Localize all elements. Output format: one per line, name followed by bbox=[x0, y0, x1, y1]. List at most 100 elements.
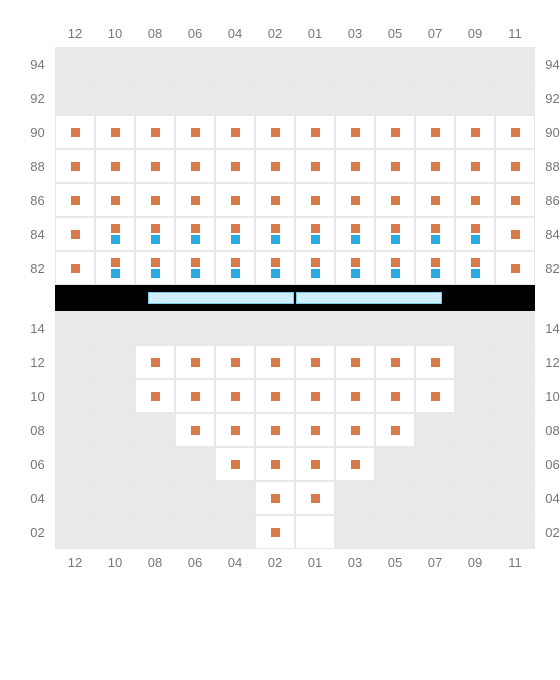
orange-marker bbox=[271, 258, 280, 267]
seat[interactable] bbox=[415, 115, 455, 149]
seat[interactable] bbox=[175, 413, 215, 447]
seat[interactable] bbox=[335, 183, 375, 217]
seat[interactable] bbox=[335, 345, 375, 379]
seat[interactable] bbox=[455, 183, 495, 217]
seat[interactable] bbox=[455, 115, 495, 149]
seat[interactable] bbox=[295, 217, 335, 251]
seat bbox=[415, 47, 455, 81]
seat[interactable] bbox=[455, 251, 495, 285]
orange-marker bbox=[431, 258, 440, 267]
seat[interactable] bbox=[135, 183, 175, 217]
seat[interactable] bbox=[295, 379, 335, 413]
seat[interactable] bbox=[215, 447, 255, 481]
seat bbox=[135, 413, 175, 447]
seat[interactable] bbox=[95, 115, 135, 149]
seat[interactable] bbox=[495, 183, 535, 217]
seat[interactable] bbox=[295, 447, 335, 481]
seat[interactable] bbox=[255, 413, 295, 447]
seat[interactable] bbox=[375, 217, 415, 251]
seat[interactable] bbox=[55, 149, 95, 183]
seat[interactable] bbox=[135, 379, 175, 413]
seat[interactable] bbox=[335, 447, 375, 481]
seat[interactable] bbox=[135, 115, 175, 149]
seat[interactable] bbox=[295, 183, 335, 217]
seat[interactable] bbox=[295, 515, 335, 549]
seat[interactable] bbox=[455, 217, 495, 251]
seat[interactable] bbox=[495, 115, 535, 149]
seat[interactable] bbox=[215, 251, 255, 285]
seat[interactable] bbox=[455, 149, 495, 183]
seat[interactable] bbox=[255, 515, 295, 549]
seat[interactable] bbox=[175, 345, 215, 379]
seat[interactable] bbox=[215, 149, 255, 183]
seat[interactable] bbox=[255, 183, 295, 217]
seat bbox=[215, 311, 255, 345]
seat[interactable] bbox=[135, 217, 175, 251]
seat[interactable] bbox=[55, 217, 95, 251]
seat[interactable] bbox=[55, 251, 95, 285]
seat[interactable] bbox=[215, 115, 255, 149]
seat[interactable] bbox=[375, 183, 415, 217]
seat[interactable] bbox=[95, 183, 135, 217]
seat[interactable] bbox=[295, 413, 335, 447]
seat[interactable] bbox=[335, 149, 375, 183]
seat[interactable] bbox=[215, 413, 255, 447]
seat[interactable] bbox=[335, 115, 375, 149]
seat[interactable] bbox=[95, 251, 135, 285]
seat[interactable] bbox=[295, 345, 335, 379]
seat[interactable] bbox=[255, 149, 295, 183]
seat[interactable] bbox=[495, 149, 535, 183]
seat[interactable] bbox=[175, 251, 215, 285]
seat[interactable] bbox=[375, 379, 415, 413]
seat[interactable] bbox=[175, 115, 215, 149]
seat[interactable] bbox=[375, 413, 415, 447]
seat[interactable] bbox=[375, 115, 415, 149]
seat-map: 121008060402010305070911 949492929090888… bbox=[20, 20, 560, 576]
seat[interactable] bbox=[335, 413, 375, 447]
orange-marker bbox=[231, 392, 240, 401]
seat[interactable] bbox=[175, 379, 215, 413]
seat[interactable] bbox=[415, 149, 455, 183]
seat[interactable] bbox=[55, 183, 95, 217]
seat[interactable] bbox=[95, 149, 135, 183]
row-label-right: 92 bbox=[535, 91, 560, 106]
seat[interactable] bbox=[375, 149, 415, 183]
seat[interactable] bbox=[495, 217, 535, 251]
seat[interactable] bbox=[295, 149, 335, 183]
seat[interactable] bbox=[215, 379, 255, 413]
seat[interactable] bbox=[295, 115, 335, 149]
seat[interactable] bbox=[415, 345, 455, 379]
seat[interactable] bbox=[175, 183, 215, 217]
seat[interactable] bbox=[415, 379, 455, 413]
seat[interactable] bbox=[295, 481, 335, 515]
seat[interactable] bbox=[135, 345, 175, 379]
seat[interactable] bbox=[135, 149, 175, 183]
seat[interactable] bbox=[55, 115, 95, 149]
seat[interactable] bbox=[255, 217, 295, 251]
seat[interactable] bbox=[415, 251, 455, 285]
seat[interactable] bbox=[175, 149, 215, 183]
seat[interactable] bbox=[255, 379, 295, 413]
seat[interactable] bbox=[175, 217, 215, 251]
seat bbox=[495, 379, 535, 413]
seat[interactable] bbox=[215, 217, 255, 251]
seat[interactable] bbox=[255, 345, 295, 379]
seat[interactable] bbox=[255, 115, 295, 149]
seat[interactable] bbox=[375, 251, 415, 285]
seat[interactable] bbox=[335, 379, 375, 413]
seat[interactable] bbox=[335, 251, 375, 285]
col-header: 01 bbox=[295, 549, 335, 576]
seat[interactable] bbox=[375, 345, 415, 379]
seat[interactable] bbox=[215, 183, 255, 217]
seat[interactable] bbox=[415, 217, 455, 251]
seat[interactable] bbox=[135, 251, 175, 285]
seat[interactable] bbox=[215, 345, 255, 379]
seat[interactable] bbox=[495, 251, 535, 285]
seat[interactable] bbox=[255, 447, 295, 481]
seat[interactable] bbox=[295, 251, 335, 285]
seat[interactable] bbox=[255, 251, 295, 285]
seat[interactable] bbox=[415, 183, 455, 217]
seat[interactable] bbox=[255, 481, 295, 515]
seat[interactable] bbox=[95, 217, 135, 251]
seat[interactable] bbox=[335, 217, 375, 251]
